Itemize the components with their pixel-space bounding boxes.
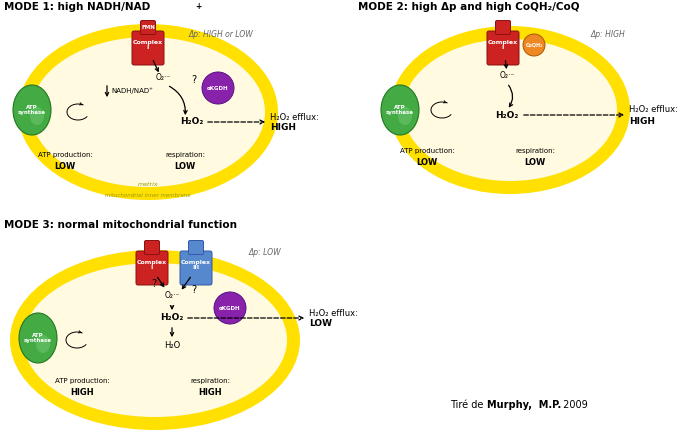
Text: ?: ?: [191, 285, 197, 295]
Text: O₂·⁻: O₂·⁻: [164, 292, 179, 300]
Text: MODE 1: high NADH/NAD: MODE 1: high NADH/NAD: [4, 2, 150, 12]
Text: H₂O₂ efflux:: H₂O₂ efflux:: [270, 112, 319, 122]
Text: Complex
I: Complex I: [488, 40, 518, 50]
Text: +: +: [195, 2, 201, 11]
Ellipse shape: [30, 107, 44, 125]
Ellipse shape: [10, 250, 300, 430]
Text: H₂O: H₂O: [164, 341, 180, 350]
Text: Murphy,  M.P.: Murphy, M.P.: [487, 400, 561, 410]
Text: αKGDH: αKGDH: [219, 306, 241, 310]
Ellipse shape: [13, 85, 51, 135]
Text: H₂O₂: H₂O₂: [180, 117, 204, 126]
Circle shape: [202, 72, 234, 104]
Text: Complex
I: Complex I: [137, 260, 167, 270]
FancyBboxPatch shape: [132, 31, 164, 65]
Text: Δp: HIGH: Δp: HIGH: [590, 30, 624, 39]
FancyBboxPatch shape: [495, 20, 511, 34]
Circle shape: [523, 34, 545, 56]
Text: O₂·⁻: O₂·⁻: [155, 74, 170, 82]
Text: LOW: LOW: [309, 320, 332, 328]
Text: 2009: 2009: [560, 400, 588, 410]
Text: Complex
III: Complex III: [181, 260, 211, 270]
Circle shape: [214, 292, 246, 324]
Text: ?: ?: [191, 75, 197, 85]
Text: MODE 3: normal mitochondrial function: MODE 3: normal mitochondrial function: [4, 220, 237, 230]
Ellipse shape: [390, 26, 630, 194]
Text: respiration:: respiration:: [515, 148, 555, 154]
Ellipse shape: [36, 335, 50, 353]
Text: HIGH: HIGH: [198, 388, 221, 397]
Text: MODE 2: high Δp and high CoQH₂/CoQ: MODE 2: high Δp and high CoQH₂/CoQ: [358, 2, 580, 12]
Text: ATP
synthase: ATP synthase: [386, 105, 414, 115]
Ellipse shape: [31, 37, 265, 187]
Ellipse shape: [18, 24, 278, 200]
Text: O₂·⁻: O₂·⁻: [500, 72, 515, 81]
Ellipse shape: [23, 263, 287, 417]
Text: H₂O₂: H₂O₂: [495, 110, 519, 119]
Ellipse shape: [381, 85, 419, 135]
Text: Δp: LOW: Δp: LOW: [248, 248, 281, 257]
Text: FMN: FMN: [141, 25, 155, 31]
Ellipse shape: [19, 313, 57, 363]
Text: HIGH: HIGH: [629, 116, 655, 126]
Text: H₂O₂ efflux:: H₂O₂ efflux:: [629, 106, 678, 115]
Text: LOW: LOW: [55, 162, 76, 171]
Text: LOW: LOW: [175, 162, 196, 171]
Text: LOW: LOW: [524, 158, 546, 167]
Text: ATP production:: ATP production:: [55, 378, 110, 384]
Text: ?: ?: [151, 279, 157, 289]
Text: H₂O₂ efflux:: H₂O₂ efflux:: [309, 309, 358, 317]
FancyBboxPatch shape: [188, 241, 204, 255]
Text: αKGDH: αKGDH: [207, 85, 229, 91]
Ellipse shape: [403, 39, 617, 181]
Text: matrix: matrix: [138, 182, 158, 187]
Text: HIGH: HIGH: [70, 388, 94, 397]
Text: ATP production:: ATP production:: [37, 152, 92, 158]
Text: HIGH: HIGH: [270, 123, 296, 133]
Text: respiration:: respiration:: [165, 152, 205, 158]
FancyBboxPatch shape: [180, 251, 212, 285]
FancyBboxPatch shape: [144, 241, 159, 255]
Ellipse shape: [398, 107, 412, 125]
Text: H₂O₂: H₂O₂: [160, 313, 184, 323]
Text: Δp: HIGH or LOW: Δp: HIGH or LOW: [188, 30, 253, 39]
Text: ATP
synthase: ATP synthase: [24, 333, 52, 343]
Text: Complex
I: Complex I: [133, 40, 163, 50]
Text: ATP production:: ATP production:: [400, 148, 455, 154]
FancyBboxPatch shape: [136, 251, 168, 285]
Text: Tiré de: Tiré de: [450, 400, 486, 410]
Text: respiration:: respiration:: [190, 378, 230, 384]
Text: mitochondrial inner membrane: mitochondrial inner membrane: [105, 193, 191, 198]
FancyBboxPatch shape: [141, 20, 155, 34]
Text: CoQH₂: CoQH₂: [525, 42, 542, 48]
FancyBboxPatch shape: [487, 31, 519, 65]
Text: NADH/NAD⁺: NADH/NAD⁺: [111, 88, 153, 94]
Text: ATP
synthase: ATP synthase: [18, 105, 46, 115]
Text: LOW: LOW: [416, 158, 437, 167]
